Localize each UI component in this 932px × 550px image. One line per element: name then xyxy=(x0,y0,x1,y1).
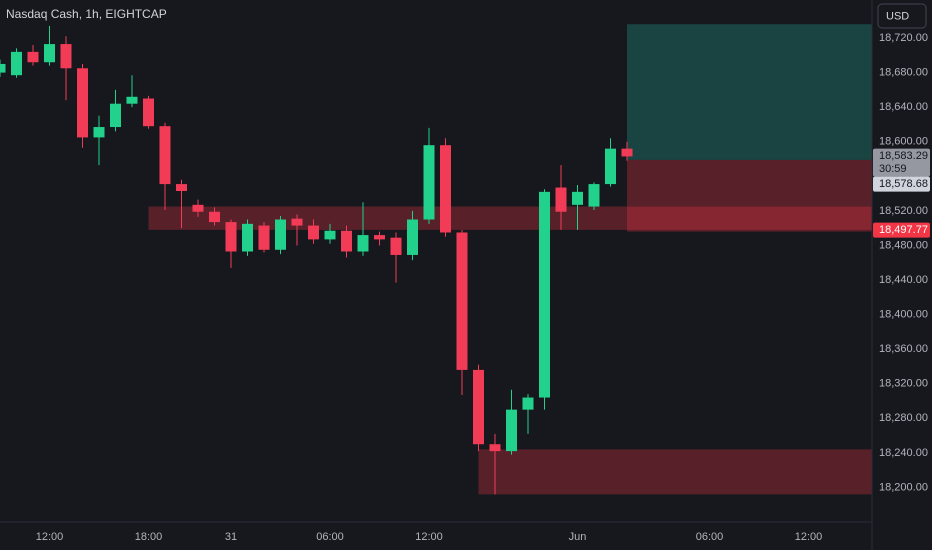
zone xyxy=(627,159,872,232)
candle-body xyxy=(143,98,154,127)
candle-body xyxy=(489,444,501,452)
y-tick-label: 18,440.00 xyxy=(879,274,928,286)
candle-body xyxy=(522,397,534,410)
x-tick-label: 18:00 xyxy=(135,531,163,543)
currency-label[interactable]: USD xyxy=(886,10,909,22)
candle-body xyxy=(258,225,270,250)
y-tick-label: 18,720.00 xyxy=(879,32,928,44)
candle-body xyxy=(0,63,6,73)
x-tick-label: 31 xyxy=(225,531,237,543)
x-tick-label: 06:00 xyxy=(316,531,344,543)
y-tick-label: 18,520.00 xyxy=(879,205,928,217)
zone xyxy=(627,24,872,160)
candle-body xyxy=(11,51,22,76)
countdown: 30:59 xyxy=(879,163,907,175)
candle-body xyxy=(60,44,72,69)
price-label: 18,578.68 xyxy=(879,178,928,190)
candle-body xyxy=(324,230,336,240)
price-label-box xyxy=(873,148,930,177)
candle-body xyxy=(93,127,105,138)
candle-body xyxy=(77,68,88,138)
candle-body xyxy=(390,237,402,255)
candle-body xyxy=(242,223,253,252)
y-tick-label: 18,680.00 xyxy=(879,67,928,79)
y-tick-label: 18,600.00 xyxy=(879,136,928,148)
zone xyxy=(478,449,872,495)
candle-body xyxy=(341,230,352,252)
candle-body xyxy=(374,235,385,240)
zone xyxy=(148,206,872,230)
candle-body xyxy=(605,148,616,185)
y-tick-label: 18,200.00 xyxy=(879,481,928,493)
candle-body xyxy=(126,96,138,104)
x-tick-label: 06:00 xyxy=(696,531,724,543)
candle-body xyxy=(308,225,319,240)
candle-body xyxy=(588,184,600,207)
y-tick-label: 18,320.00 xyxy=(879,378,928,390)
x-tick-label: 12:00 xyxy=(36,531,64,543)
x-tick-label: 12:00 xyxy=(415,531,443,543)
x-tick-label: 12:00 xyxy=(795,531,823,543)
price-label-box xyxy=(873,222,930,238)
candle-body xyxy=(44,44,55,63)
candle-body xyxy=(27,51,39,63)
y-tick-label: 18,480.00 xyxy=(879,239,928,251)
candle-body xyxy=(275,219,286,250)
candle-body xyxy=(539,191,550,398)
y-tick-label: 18,280.00 xyxy=(879,412,928,424)
candle-body xyxy=(456,232,468,370)
y-tick-label: 18,360.00 xyxy=(879,343,928,355)
candle-body xyxy=(192,204,204,212)
candle-body xyxy=(209,211,220,223)
candle-body xyxy=(473,369,484,445)
price-label: 18,583.29 xyxy=(879,150,928,162)
candle-body xyxy=(176,184,187,191)
candle-body xyxy=(555,187,567,212)
y-tick-label: 18,640.00 xyxy=(879,101,928,113)
candle-body xyxy=(159,126,171,185)
x-tick-label: Jun xyxy=(569,531,587,543)
candle-body xyxy=(506,409,517,452)
candle-body xyxy=(407,219,418,255)
currency-button[interactable] xyxy=(877,3,927,29)
y-tick-label: 18,240.00 xyxy=(879,447,928,459)
candle-body xyxy=(621,148,633,157)
candle-body xyxy=(440,145,451,233)
candle-body xyxy=(572,191,583,205)
chart-title: Nasdaq Cash, 1h, EIGHTCAP xyxy=(6,7,167,21)
candle-body xyxy=(110,103,121,128)
candle-body xyxy=(357,235,369,252)
y-tick-label: 18,400.00 xyxy=(879,308,928,320)
price-label-box xyxy=(873,176,930,192)
candle-body xyxy=(291,218,303,226)
candle-body xyxy=(423,145,435,220)
price-label: 18,497.77 xyxy=(879,224,928,236)
candle-body xyxy=(225,222,237,252)
